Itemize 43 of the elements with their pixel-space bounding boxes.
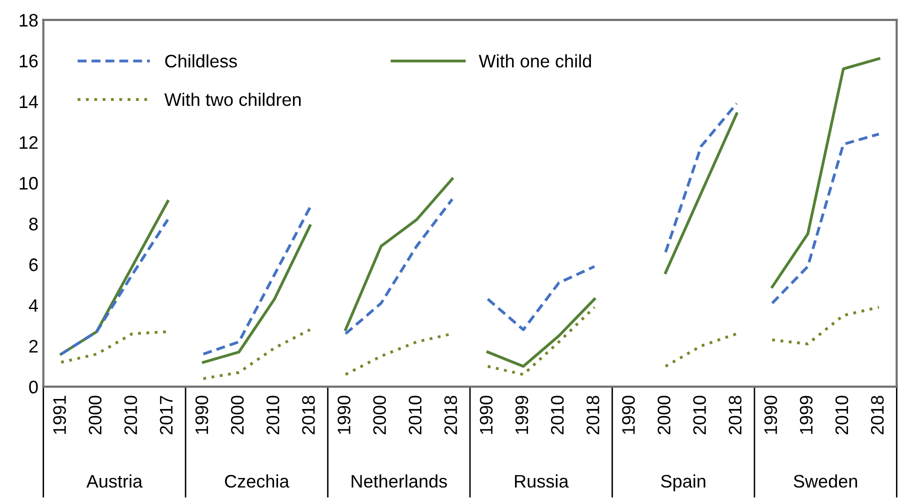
- x-tick-label: 2000: [88, 396, 102, 434]
- x-tick-label: 1999: [800, 396, 813, 434]
- y-tick-label: 4: [28, 299, 38, 312]
- x-tick-label: 2000: [373, 396, 386, 434]
- text: Czechia: [224, 474, 290, 488]
- text: Spain: [661, 474, 706, 492]
- x-tick-label: 2018: [444, 396, 458, 434]
- y-tick-label: 10: [20, 176, 38, 190]
- y-tick-label: 6: [29, 258, 38, 272]
- x-tick-label: 1990: [764, 396, 778, 434]
- y-tick-label: 14: [20, 96, 38, 108]
- y-tick-label: 18: [20, 14, 38, 27]
- text: Sweden: [794, 474, 858, 488]
- x-tick-label: 2018: [302, 396, 315, 434]
- x-tick-label: 2010: [693, 396, 706, 434]
- y-tick-label: 12: [20, 136, 38, 149]
- legend-label: With two children: [164, 92, 301, 106]
- x-tick-label: 2018: [586, 396, 600, 434]
- x-tick-label: 2010: [266, 396, 280, 434]
- text: Russia: [515, 474, 569, 488]
- x-tick-label: 1990: [195, 396, 208, 434]
- x-tick-label: 1990: [338, 396, 350, 434]
- legend-label: Childless: [165, 54, 237, 68]
- text: Netherlands: [352, 474, 447, 488]
- y-tick-label: 2: [29, 340, 38, 353]
- x-tick-label: 2010: [124, 396, 138, 434]
- x-tick-label: 2010: [550, 396, 564, 434]
- x-tick-label: 2018: [870, 396, 884, 434]
- x-tick-label: 1990: [480, 396, 493, 434]
- legend-label: With one child: [478, 54, 591, 68]
- x-tick-label: 2018: [728, 396, 742, 434]
- x-tick-label: 2000: [658, 396, 670, 434]
- y-tick-label: 0: [29, 380, 38, 394]
- x-tick-label: 2010: [835, 396, 848, 434]
- y-tick-label: 8: [29, 218, 38, 230]
- x-tick-label: 1999: [515, 396, 528, 434]
- x-tick-label: 2017: [160, 396, 173, 434]
- text: Austria: [86, 474, 143, 488]
- x-tick-label: 1990: [622, 396, 635, 434]
- x-tick-label: 2000: [230, 396, 244, 434]
- x-tick-label: 2010: [408, 396, 422, 434]
- x-tick-label: 1991: [53, 396, 66, 434]
- y-tick-label: 16: [20, 54, 38, 68]
